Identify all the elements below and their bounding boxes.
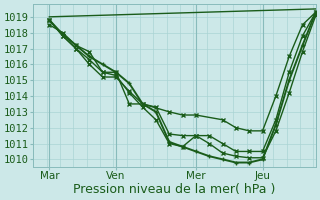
X-axis label: Pression niveau de la mer( hPa ): Pression niveau de la mer( hPa ) bbox=[73, 183, 276, 196]
